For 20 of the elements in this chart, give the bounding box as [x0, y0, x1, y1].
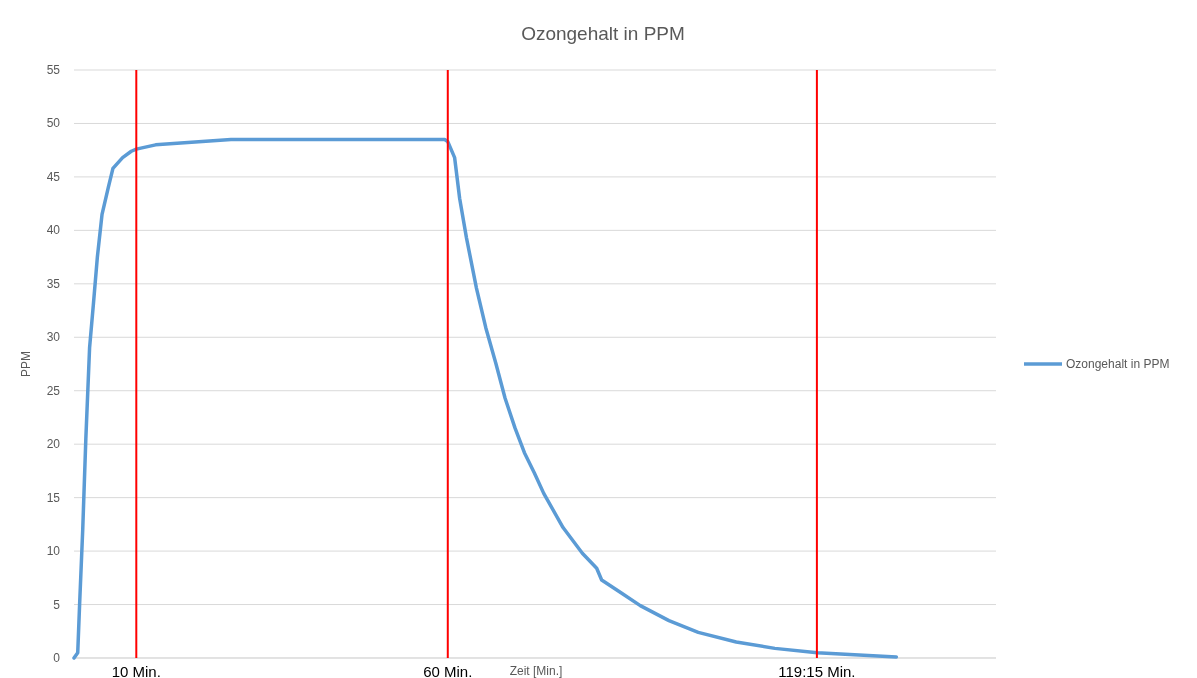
ref-line-label: 119:15 Min. [778, 663, 856, 678]
y-axis-title: PPM [19, 350, 33, 378]
y-tick-label: 0 [53, 651, 61, 665]
ref-line-label: 10 Min. [111, 663, 161, 678]
y-tick-label: 10 [46, 544, 61, 559]
legend-label: Ozongehalt in PPM [1066, 357, 1170, 371]
x-axis-title: Zeit [Min.] [509, 664, 563, 678]
y-tick-label: 20 [46, 437, 61, 452]
y-tick-label: 55 [46, 63, 61, 77]
ref-line-label: 60 Min. [423, 663, 473, 678]
y-tick-label: 50 [46, 116, 61, 131]
y-tick-label: 35 [46, 276, 61, 291]
chart-title: Ozongehalt in PPM [521, 23, 685, 44]
y-tick-label: 25 [46, 383, 61, 398]
y-tick-label: 40 [46, 223, 61, 238]
line-series [72, 137, 899, 660]
y-tick-label: 30 [46, 330, 61, 345]
y-tick-label: 5 [53, 597, 61, 612]
y-tick-label: 15 [46, 490, 61, 505]
y-tick-label: 45 [46, 169, 61, 184]
